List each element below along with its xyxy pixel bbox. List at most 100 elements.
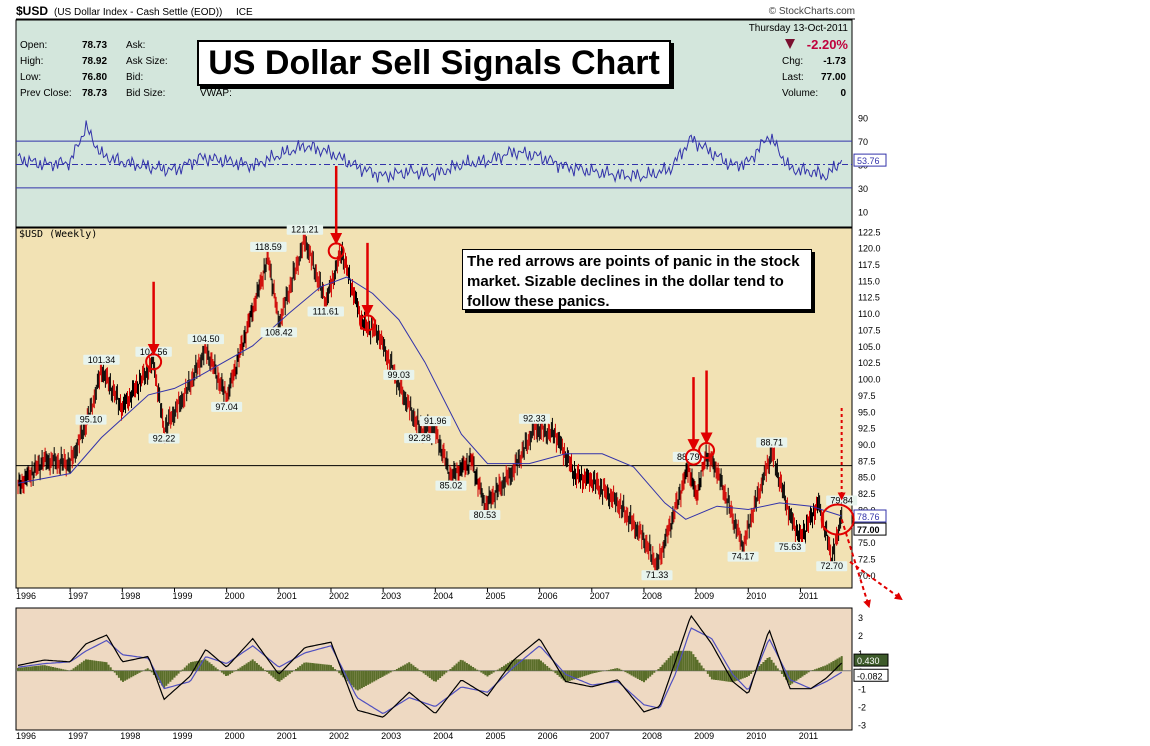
- x-tick-label: 2009: [694, 591, 714, 601]
- down-triangle-icon: [785, 39, 795, 49]
- value-label-bg: [727, 551, 759, 562]
- x-tick-label: 1998: [120, 591, 140, 601]
- value-label-bg: [518, 413, 550, 424]
- panic-circle: [685, 448, 703, 466]
- price-tick-label: 92.5: [858, 424, 876, 434]
- price-tick-label: 97.5: [858, 391, 876, 401]
- value-label-bg: [816, 561, 848, 572]
- x-tick-label: 2001: [277, 731, 297, 741]
- value-label-bg: [404, 433, 436, 444]
- x-tick-label: 2002: [329, 591, 349, 601]
- price-tick-label: 112.5: [858, 293, 880, 303]
- macd-tick-label: -1: [858, 685, 866, 695]
- x-tick-label: 2008: [642, 731, 662, 741]
- price-tick-label: 102.5: [858, 358, 881, 368]
- x-tick-label: 1997: [68, 591, 88, 601]
- x-tick-label: 2011: [799, 591, 818, 601]
- macd-tick-label: 3: [858, 613, 863, 623]
- ask-size-label: Ask Size:: [126, 56, 168, 67]
- value-label: 111.61: [313, 307, 339, 317]
- bid-size-label: Bid Size:: [126, 88, 165, 99]
- value-label: 118.59: [255, 242, 282, 252]
- price-tick-label: 85.0: [858, 473, 876, 483]
- source-credit: © StockCharts.com: [769, 6, 855, 17]
- macd-indicator: 3210-1-2-30.430-0.082: [16, 613, 889, 730]
- x-tick-label: 1996: [16, 731, 36, 741]
- x-tick-label: 2003: [381, 591, 401, 601]
- last-value: 77.00: [821, 72, 846, 83]
- open-label: Open:: [20, 40, 47, 51]
- last-label: Last:: [782, 72, 804, 83]
- x-tick-label: 2002: [329, 731, 349, 741]
- panic-circle: [327, 242, 345, 260]
- x-tick-label: 2003: [381, 731, 401, 741]
- value-label: 74.17: [732, 552, 755, 562]
- high-label: High:: [20, 56, 43, 67]
- price-tick-label: 105.0: [858, 342, 881, 352]
- value-label-bg: [469, 509, 501, 520]
- macd-last-value-box: [853, 668, 889, 682]
- value-label-bg: [774, 542, 806, 553]
- volume-value: 0: [840, 88, 846, 99]
- price-tick-label: 110.0: [858, 309, 880, 319]
- value-label: 92.22: [153, 433, 176, 443]
- last-price-label: 78.76: [857, 512, 880, 522]
- projection-arrow: [849, 561, 903, 601]
- price-tick-label: 75.0: [858, 538, 876, 548]
- x-tick-label: 2009: [694, 731, 714, 741]
- value-label-bg: [383, 369, 415, 380]
- value-label: 95.10: [80, 415, 103, 425]
- panic-circle: [145, 353, 163, 371]
- rsi-tick-label: 90: [858, 114, 868, 124]
- x-tick-label: 2001: [277, 591, 297, 601]
- moving-average-line: [17, 276, 842, 520]
- price-tick-label: 72.5: [858, 555, 876, 565]
- price-tick-label: 117.5: [858, 260, 880, 270]
- x-tick-label: 2007: [590, 591, 610, 601]
- pct-change: -2.20%: [807, 37, 849, 52]
- rsi-indicator: 907050301053.76: [16, 114, 887, 217]
- price-tick-label: 120.0: [858, 244, 881, 254]
- quote-date: Thursday 13-Oct-2011: [749, 23, 849, 34]
- rsi-tick-label: 30: [858, 184, 868, 194]
- price-tick-label: 107.5: [858, 325, 881, 335]
- low-value: 76.80: [82, 72, 107, 83]
- macd-last-value: -0.082: [857, 671, 883, 681]
- value-label-bg: [83, 354, 120, 365]
- macd-tick-label: -2: [858, 703, 866, 713]
- value-label: 104.50: [192, 334, 220, 344]
- value-label: 121.21: [291, 225, 319, 235]
- x-tick-label: 2006: [538, 591, 558, 601]
- projection-arrow: [840, 518, 871, 609]
- ask-label: Ask:: [126, 40, 145, 51]
- price-tick-label: 100.0: [858, 375, 881, 385]
- value-label: 99.03: [388, 370, 411, 380]
- high-value: 78.92: [82, 56, 107, 67]
- volume-label: Volume:: [782, 88, 818, 99]
- price-tick-label: 122.5: [858, 227, 881, 237]
- price-tick-label: 87.5: [858, 456, 876, 466]
- rsi-last-value: 53.76: [857, 156, 880, 166]
- value-label-bg: [826, 495, 858, 506]
- annotation-note-text: The red arrows are points of panic in th…: [467, 253, 800, 310]
- price-tick-label: 82.5: [858, 489, 876, 499]
- chart-title: US Dollar Sell Signals Chart: [208, 44, 660, 82]
- rsi-tick-label: 10: [858, 207, 868, 217]
- x-tick-label: 2010: [746, 591, 766, 601]
- chart-symbol: $USD: [16, 4, 48, 18]
- x-tick-label: 2000: [225, 591, 245, 601]
- x-tick-label: 2000: [225, 731, 245, 741]
- value-label-bg: [756, 437, 788, 448]
- last-price-label: 77.00: [857, 525, 880, 535]
- value-label-bg: [148, 433, 180, 444]
- value-label-bg: [75, 414, 107, 425]
- value-label: 92.28: [408, 433, 431, 443]
- chg-value: -1.73: [823, 56, 846, 67]
- value-label: 72.70: [820, 561, 843, 571]
- rsi-last-value-box: [853, 153, 887, 167]
- price-tick-label: 115.0: [858, 276, 880, 286]
- value-label-bg: [260, 327, 298, 338]
- x-tick-label: 2005: [485, 591, 505, 601]
- x-tick-label: 2005: [485, 731, 505, 741]
- x-tick-label: 2004: [433, 731, 453, 741]
